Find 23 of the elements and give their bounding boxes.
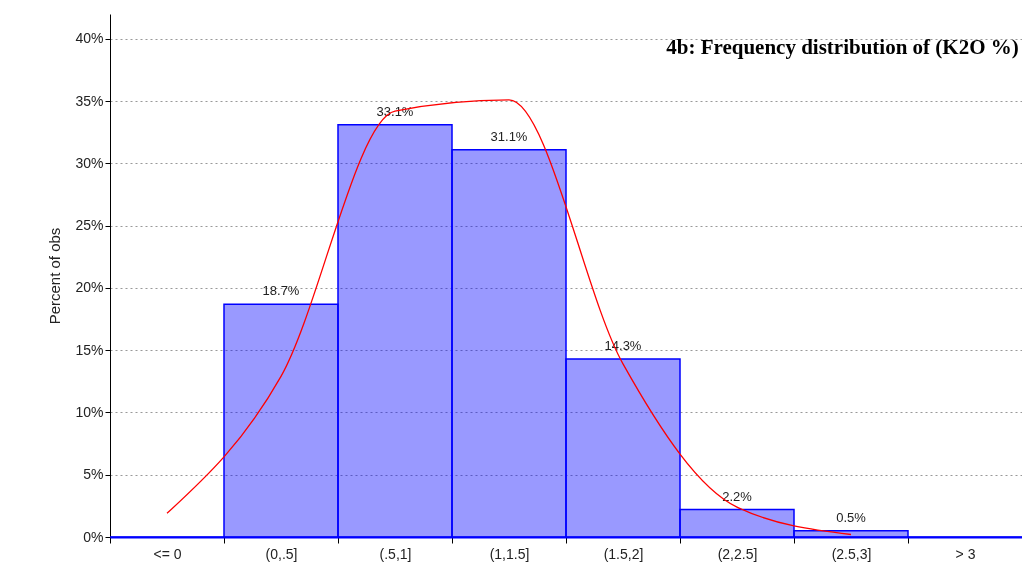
y-tick-label: 5% — [83, 466, 104, 483]
y-tick-label: 15% — [75, 341, 104, 358]
x-tick-label: (2.5,3] — [831, 545, 872, 562]
x-tick-label: (0,.5] — [265, 545, 298, 562]
x-tick-label: (2,2.5] — [717, 545, 758, 562]
text: 4b: Frequency distribution of (K2O %) — [666, 35, 1019, 59]
y-tick-label: 35% — [75, 92, 104, 109]
data-label: 31.1% — [490, 128, 528, 144]
x-tick-label: <= 0 — [153, 545, 182, 562]
x-tick-label: > 3 — [955, 545, 976, 562]
data-label: 0.5% — [836, 509, 867, 525]
x-tick-label: (.5,1] — [379, 545, 412, 562]
y-tick-label: 30% — [75, 154, 104, 171]
y-tick-label: 40% — [75, 30, 104, 47]
y-tick-label: 25% — [75, 217, 104, 234]
x-tick-label: (1,1.5] — [489, 545, 530, 562]
x-tick-label: (1.5,2] — [603, 545, 644, 562]
y-tick-label: 20% — [75, 279, 104, 296]
y-tick-label: 0% — [83, 528, 104, 545]
y-tick-label: 10% — [75, 403, 104, 420]
y-axis-title: Percent of obs — [46, 227, 64, 325]
data-label: 18.7% — [262, 283, 300, 299]
data-label: 2.2% — [722, 488, 753, 504]
